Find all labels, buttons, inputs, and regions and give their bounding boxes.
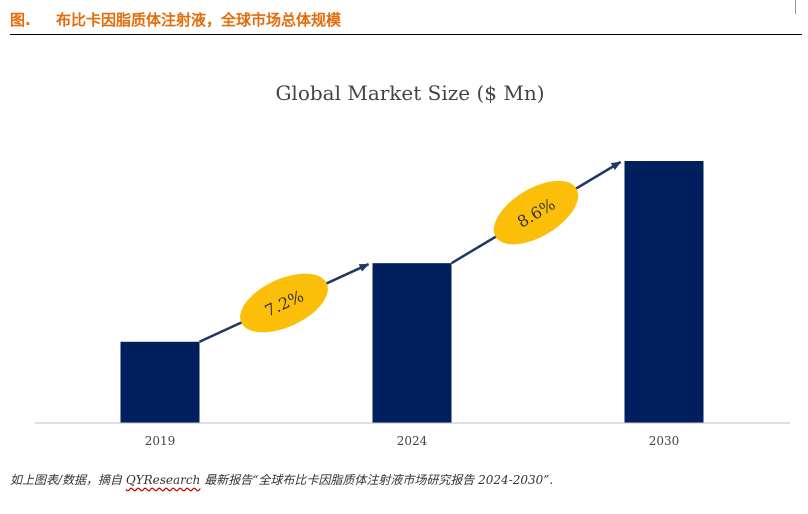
growth-badge-2024-2030: 8.6%	[493, 180, 579, 245]
x-tick-2019: 2019	[145, 434, 176, 448]
bars	[120, 161, 704, 423]
figure-title-text: 布比卡因脂质体注射液，全球市场总体规模	[56, 11, 342, 29]
footnote-suffix: 最新报告“全球布比卡因脂质体注射液市场研究报告 2024-2030”.	[204, 473, 554, 487]
x-tick-2030: 2030	[649, 434, 680, 448]
x-tick-labels: 2019 2024 2030	[145, 434, 680, 448]
footnote-prefix: 如上图表/数据，摘自	[10, 473, 123, 487]
figure-header: 图. 布比卡因脂质体注射液，全球市场总体规模	[0, 0, 808, 36]
footnote: 如上图表/数据，摘自 QYResearch 最新报告“全球布比卡因脂质体注射液市…	[10, 471, 553, 488]
figure-title: 图. 布比卡因脂质体注射液，全球市场总体规模	[10, 9, 341, 30]
growth-badges: 7.2% 8.6%	[240, 180, 579, 333]
footnote-source: QYResearch	[125, 473, 201, 487]
corner-mark	[795, 0, 796, 14]
bar-2019	[120, 341, 200, 423]
growth-badge-2019-2024: 7.2%	[240, 273, 328, 333]
bar-2030	[624, 161, 704, 423]
bar-2024	[372, 263, 452, 423]
growth-badge-shape	[240, 273, 328, 333]
chart-title: Global Market Size ($ Mn)	[275, 81, 544, 105]
growth-badge-shape	[493, 180, 579, 245]
figure-label: 图.	[10, 11, 31, 29]
header-divider	[10, 34, 802, 35]
x-tick-2024: 2024	[397, 434, 428, 448]
